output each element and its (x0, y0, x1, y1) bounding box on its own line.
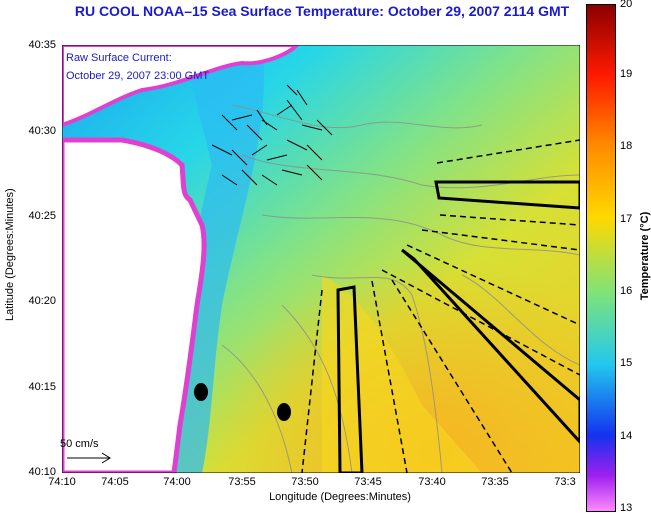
annotation-line-2: October 29, 2007 23:00 GMT (66, 70, 210, 82)
y-tick: 40:20 (28, 295, 56, 307)
annotation-line-1: Raw Surface Current: (66, 52, 172, 64)
survey-lines (301, 139, 580, 473)
y-tick: 40:35 (28, 39, 56, 51)
colorbar-tick: 14 (620, 430, 633, 442)
x-tick: 74:05 (101, 476, 129, 488)
colorbar-tick: 17 (620, 213, 633, 225)
x-tick: 74:00 (163, 476, 191, 488)
x-tick: 73:55 (228, 476, 256, 488)
survey-boxes (336, 180, 580, 473)
y-axis-label: Latitude (Degrees:Minutes) (4, 188, 16, 321)
station-marker-2 (277, 403, 291, 421)
x-tick: 74:10 (48, 476, 76, 488)
x-axis-label: Longitude (Degrees:Minutes) (269, 491, 411, 503)
depth-contours (221, 104, 580, 473)
current-vectors (211, 84, 333, 186)
colorbar-tick: 18 (620, 140, 633, 152)
land-north (62, 45, 300, 128)
x-tick: 73:45 (354, 476, 382, 488)
y-tick: 40:10 (28, 466, 56, 478)
colorbar-tick: 13 (620, 502, 633, 514)
x-tick: 73:3 (554, 476, 576, 488)
land-nj-coast (62, 137, 207, 473)
colorbar-tick: 15 (620, 357, 633, 369)
x-tick: 73:35 (481, 476, 509, 488)
x-tick: 73:50 (291, 476, 319, 488)
y-tick: 40:25 (28, 210, 56, 222)
sst-map (62, 45, 580, 473)
colorbar (586, 4, 616, 512)
x-tick: 73:40 (418, 476, 446, 488)
map-title: RU COOL NOAA–15 Sea Surface Temperature:… (74, 3, 570, 19)
station-marker-1 (194, 383, 208, 401)
y-tick: 40:30 (28, 125, 56, 137)
scale-label: 50 cm/s (60, 438, 99, 450)
colorbar-tick: 16 (620, 285, 633, 297)
y-tick: 40:15 (28, 381, 56, 393)
colorbar-tick: 20 (620, 0, 633, 10)
colorbar-title: Temperature (°C) (639, 211, 651, 301)
colorbar-tick: 19 (620, 68, 633, 80)
